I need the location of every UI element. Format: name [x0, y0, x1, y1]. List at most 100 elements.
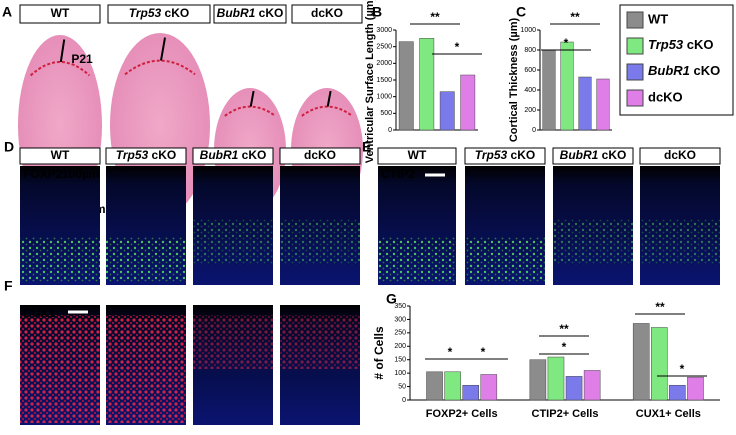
significance: ** [559, 322, 569, 336]
genotype-label: BubR1 cKO [560, 148, 627, 162]
bar [669, 384, 686, 401]
bar [542, 49, 556, 131]
legend-swatch [626, 37, 644, 55]
y-tick-label: 2500 [376, 44, 392, 51]
bar [398, 41, 414, 131]
genotype-label: WT [51, 6, 70, 20]
y-tick-label: 250 [394, 330, 406, 337]
genotype-label: WT [51, 148, 70, 162]
bar [426, 371, 443, 401]
significance: * [448, 345, 453, 359]
genotype-label: Trp53 cKO [129, 6, 189, 20]
cell-signal [106, 237, 186, 283]
bar [560, 41, 574, 131]
label-box [107, 4, 211, 24]
cell-signal [378, 237, 456, 283]
label-box [19, 147, 101, 165]
bar [444, 371, 461, 401]
marker-label: CUX1 [23, 306, 55, 320]
bar [419, 38, 435, 131]
x-tick-label: CUX1+ Cells [636, 408, 701, 420]
bar [583, 370, 601, 401]
bar [632, 323, 650, 401]
age-label: P21 [71, 52, 93, 66]
x-tick-label: CTIP2+ Cells [532, 408, 599, 420]
bar [547, 356, 565, 401]
bar [651, 327, 668, 401]
x-tick-label: FOXP2+ Cells [426, 408, 498, 420]
y-tick-label: 0 [532, 127, 536, 134]
genotype-label: Trp53 cKO [475, 148, 535, 162]
y-tick-label: 1000 [520, 27, 536, 34]
y-tick-label: 800 [524, 47, 536, 54]
panel-letter: F [4, 278, 13, 294]
y-tick-label: 2000 [376, 60, 392, 67]
y-tick-label: 150 [394, 357, 406, 364]
y-tick-label: 0 [402, 397, 406, 404]
cell-signal [640, 219, 720, 265]
significance: ** [655, 300, 665, 314]
label-box [291, 4, 363, 24]
legend-label: WT [648, 11, 668, 26]
bar [439, 91, 455, 131]
label-box [279, 147, 361, 165]
panel-letter: A [2, 4, 12, 20]
bar [565, 376, 583, 401]
y-tick-label: 200 [394, 343, 406, 350]
legend-label: Trp53 cKO [648, 37, 714, 52]
legend-label: dcKO [648, 89, 683, 104]
genotype-label: BubR1 cKO [217, 6, 284, 20]
significance: * [455, 40, 460, 54]
genotype-label: Trp53 cKO [116, 148, 176, 162]
y-tick-label: 100 [394, 370, 406, 377]
panel-letter: G [386, 291, 397, 307]
panel-letter: B [372, 4, 382, 20]
label-box [639, 147, 721, 165]
y-axis-label: Cortical Thickness (µm) [508, 18, 520, 143]
genotype-label: dcKO [664, 148, 696, 162]
significance: * [562, 340, 567, 354]
y-tick-label: 0 [388, 127, 392, 134]
cell-signal [465, 237, 545, 283]
bar [596, 78, 610, 131]
marker-label: CTIP2 [381, 167, 415, 181]
y-tick-label: 500 [380, 110, 392, 117]
label-box [105, 147, 187, 165]
label-box [552, 147, 634, 165]
y-axis-label: Ventricular Surface Length (µm) [364, 0, 376, 163]
bar [529, 359, 547, 401]
significance: * [680, 362, 685, 376]
cell-signal [280, 219, 360, 265]
panel-letter: E [362, 139, 371, 155]
thickness-bar [59, 39, 66, 63]
y-tick-label: 1500 [376, 77, 392, 84]
cell-signal [20, 237, 100, 283]
scale-label: 100µm [62, 167, 100, 181]
ventricle-line [301, 105, 353, 117]
bar [578, 76, 592, 131]
cell-signal [193, 219, 273, 265]
thickness-bar [249, 90, 255, 107]
legend-label: BubR1 cKO [648, 63, 720, 78]
cell-signal [106, 315, 186, 423]
y-tick-label: 600 [524, 67, 536, 74]
y-axis-label: # of Cells [372, 326, 386, 380]
bar [460, 74, 476, 131]
genotype-label: BubR1 cKO [200, 148, 267, 162]
y-tick-label: 1000 [376, 94, 392, 101]
label-box [19, 4, 101, 24]
y-tick-label: 400 [524, 87, 536, 94]
significance: ** [430, 10, 440, 24]
y-tick-label: 3000 [376, 27, 392, 34]
significance: * [481, 345, 486, 359]
ventricle-line [224, 105, 276, 117]
y-tick-label: 50 [398, 383, 406, 390]
bar [687, 376, 704, 401]
y-tick-label: 350 [394, 303, 406, 310]
bar [462, 384, 479, 401]
y-tick-label: 300 [394, 316, 406, 323]
genotype-label: WT [408, 148, 427, 162]
thickness-bar [160, 37, 166, 61]
significance: ** [570, 10, 580, 24]
genotype-label: dcKO [304, 148, 336, 162]
